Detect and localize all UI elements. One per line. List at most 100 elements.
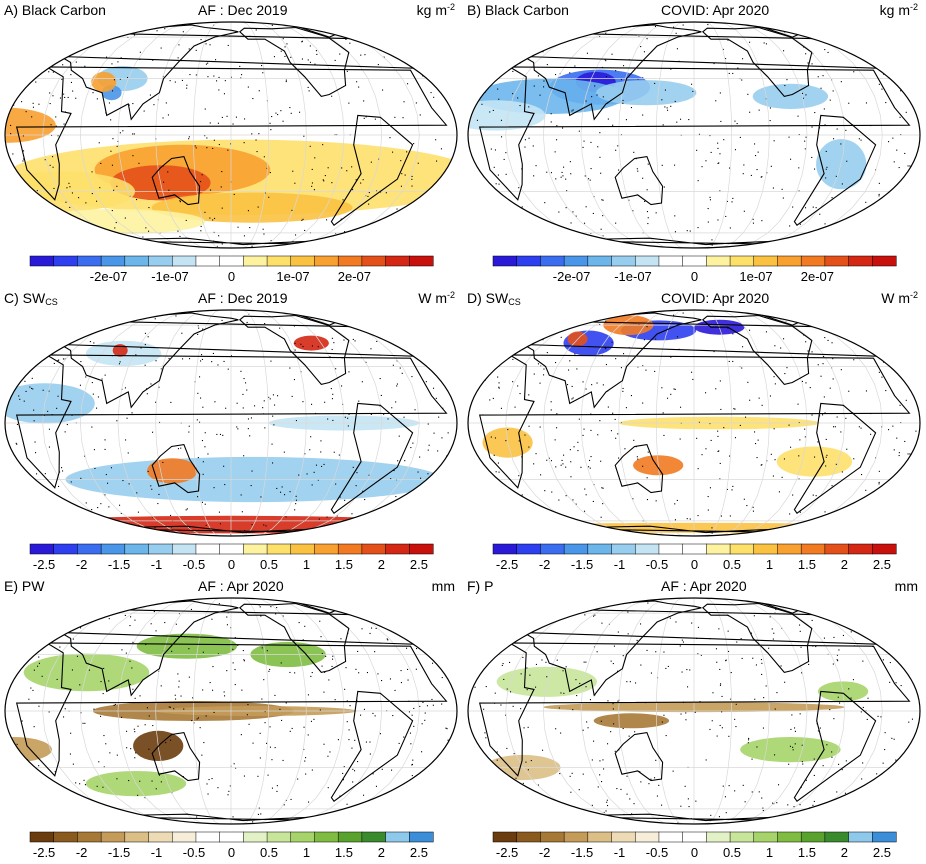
panel-c-map: -2.5 -2 -1.5 -1 -0.5 0 0.5 1 1.5 2 2.5 [4,309,458,572]
colorbar-swatch [77,255,102,267]
colorbar-tick-label: 2.5 [873,845,891,860]
colorbar-swatch [682,543,707,555]
field-anomaly-4 [112,344,128,357]
colorbar-swatch [361,831,387,843]
colorbar-swatch [800,543,826,555]
colorbar-swatch [337,543,363,555]
colorbar-swatch [706,831,731,843]
colorbar-swatch [682,255,707,267]
coast-samerica [330,114,414,226]
coast-namerica [701,26,813,98]
colorbar-tick-label: 0.5 [723,557,741,572]
colorbar-swatch [29,255,55,267]
colorbar-swatch [706,543,731,555]
panel-e-map: -2.5 -2 -1.5 -1 -0.5 0 0.5 1 1.5 2 2.5 [4,597,458,860]
colorbar-tick-label: -2 [539,557,551,572]
colorbar-swatch [337,255,363,267]
colorbar-tick-label: 2 [378,845,385,860]
coast-australia [614,155,664,206]
panel-c: -2.5 -2 -1.5 -1 -0.5 0 0.5 1 1.5 2 2.5 C) SWCS AF … [0,288,463,576]
field-anomaly-4 [136,633,238,659]
colorbar-tick-label: 1 [303,845,310,860]
colorbar-swatch [409,255,434,267]
colorbar-swatch [753,831,779,843]
colorbar-swatch [290,831,316,843]
colorbar-swatch [148,255,173,267]
colorbar-tick-label: -2.5 [33,557,55,572]
colorbar-swatch [266,543,292,555]
colorbar-swatch [872,255,897,267]
colorbar-tick-label: 0 [228,269,235,284]
panel-b-case-title: COVID: Apr 2020 [661,2,770,18]
colorbar-swatch [337,831,363,843]
colorbar-tick-label: 0.5 [723,845,741,860]
panel-e-case-title: AF : Apr 2020 [198,578,284,594]
colorbar-swatch [800,831,826,843]
colorbar-swatch [314,543,339,555]
field-anomaly-2 [496,666,597,697]
colorbar-tick-label: 1 [766,557,773,572]
colorbar-swatch [563,543,589,555]
colorbar-swatch [777,255,802,267]
colorbar-swatch [409,831,434,843]
field-anomaly-8 [776,446,853,477]
panel-a-variable-title: A) Black Carbon [4,2,106,18]
coast-australia [151,731,201,782]
panel-f-case-title: AF : Apr 2020 [661,578,747,594]
colorbar: -2.5 -2 -1.5 -1 -0.5 0 0.5 1 1.5 2 2.5 [492,831,897,860]
colorbar-swatch [171,255,197,267]
panel-f-variable-title: F) P [467,578,494,594]
colorbar-swatch [492,831,518,843]
colorbar-tick-label: -1 [614,845,626,860]
colorbar-swatch [243,831,268,843]
colorbar-swatch [77,543,102,555]
panel-d-case-title: COVID: Apr 2020 [661,290,770,306]
colorbar-tick-label: 1.5 [335,845,353,860]
colorbar-tick-label: -2.5 [33,845,55,860]
map-border [467,597,921,825]
colorbar-tick-label: -2 [76,557,88,572]
colorbar-swatch [753,543,779,555]
colorbar: -2.5 -2 -1.5 -1 -0.5 0 0.5 1 1.5 2 2.5 [492,543,897,572]
colorbar-swatch [848,543,873,555]
colorbar-swatch [171,543,197,555]
coast-africa [16,66,448,201]
colorbar-tick-label: 1e-07 [739,269,772,284]
coast-samerica [330,402,414,514]
colorbar: -2e-07 -1e-07 0 1e-07 2e-07 [492,255,897,284]
map-border [467,309,921,537]
colorbar-tick-label: 2 [841,845,848,860]
field-anomaly-3 [740,737,841,763]
colorbar-tick-label: -2.5 [496,557,518,572]
colorbar-tick-label: 0.5 [260,845,278,860]
colorbar-swatch [634,255,660,267]
colorbar-tick-label: 2 [841,557,848,572]
colorbar-swatch [540,255,565,267]
coast-australia [151,443,201,494]
colorbar-swatch [516,255,541,267]
map-border [467,21,921,249]
colorbar-swatch [100,831,126,843]
coast-africa [16,642,448,777]
colorbar: -2e-07 -1e-07 0 1e-07 2e-07 [29,255,434,284]
coast-africa [479,354,911,489]
colorbar-tick-label: -0.5 [646,845,668,860]
colorbar-tick-label: 2.5 [410,845,428,860]
colorbar-tick-label: -1 [614,557,626,572]
map-border [4,309,458,537]
colorbar-tick-label: 0.5 [260,557,278,572]
colorbar-swatch [492,255,518,267]
colorbar-tick-label: -1.5 [108,845,130,860]
colorbar-tick-label: -2.5 [496,845,518,860]
colorbar-tick-label: 2 [378,557,385,572]
field-anomaly-9 [91,71,117,92]
colorbar-swatch [540,543,565,555]
colorbar-tick-label: -2 [76,845,88,860]
colorbar-swatch [587,255,613,267]
colorbar-tick-label: 1.5 [335,557,353,572]
colorbar-swatch [53,831,78,843]
colorbar-tick-label: 1.5 [798,845,816,860]
colorbar-tick-label: 0 [691,269,698,284]
colorbar-tick-label: 0 [691,557,698,572]
panel-c-case-title: AF : Dec 2019 [198,290,288,306]
